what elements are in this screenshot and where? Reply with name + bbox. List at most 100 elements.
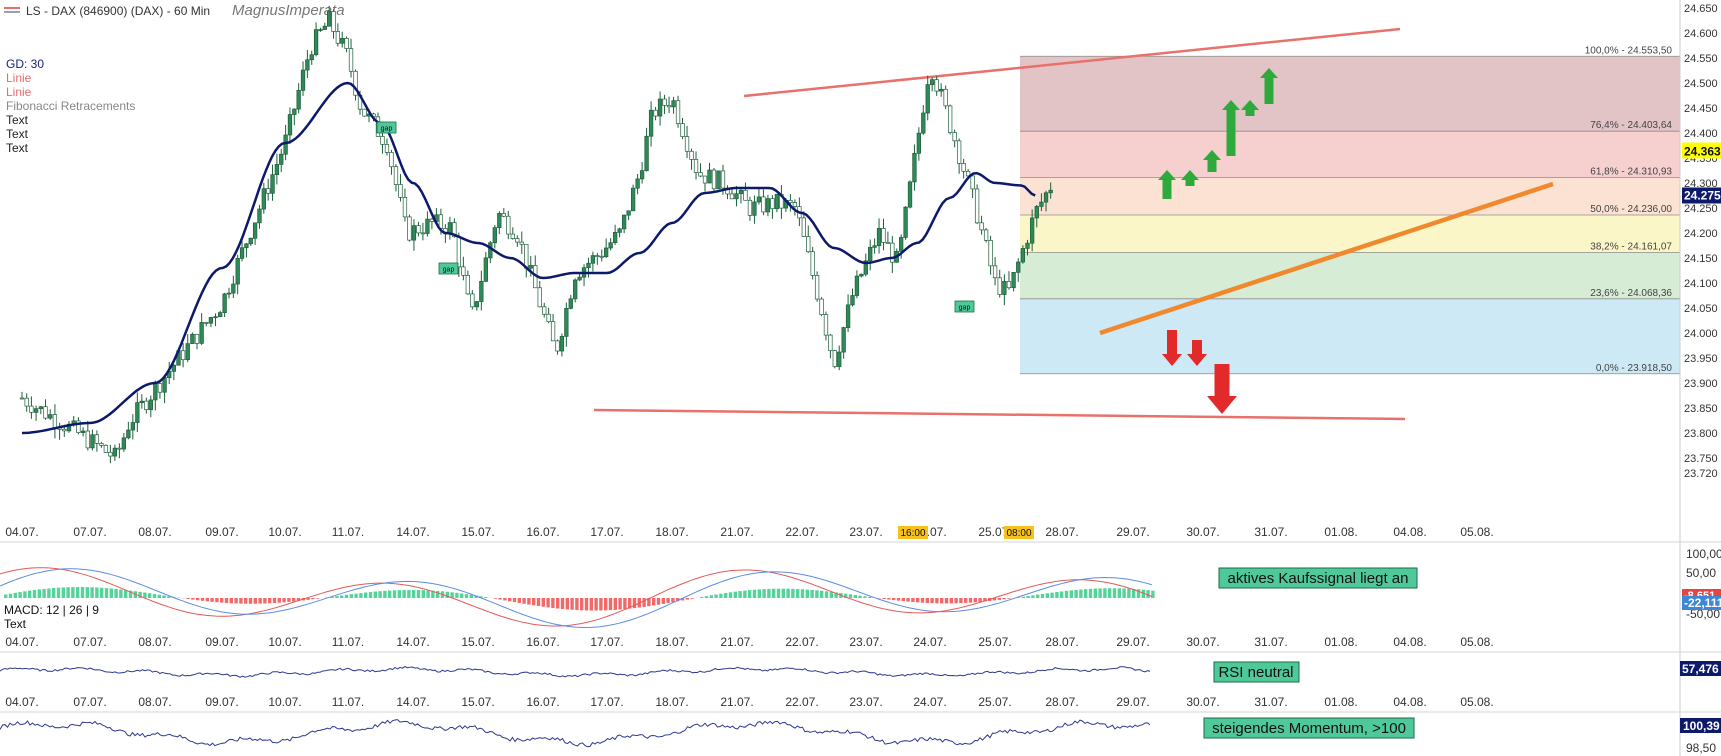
macd-value-badge-2 <box>1682 596 1721 610</box>
macd-hist-bar <box>28 590 32 598</box>
candle-body <box>29 405 34 413</box>
candle-body <box>474 301 479 308</box>
candle-body <box>112 447 118 457</box>
macd-hist-bar <box>954 598 958 604</box>
candle-body <box>903 206 908 238</box>
macd-hist-bar <box>1151 590 1155 598</box>
up-arrow <box>1158 170 1176 199</box>
candle-body <box>747 199 753 216</box>
candle-body <box>702 175 708 184</box>
macd-hist-bar <box>906 598 910 602</box>
macd-hist-bar <box>167 596 171 598</box>
candle-body <box>24 397 29 407</box>
candle-body <box>1025 242 1030 249</box>
macd-hist-bar <box>714 594 718 598</box>
macd-hist-bar <box>421 590 425 598</box>
macd-hist-bar <box>493 598 497 599</box>
candle-body <box>411 225 417 241</box>
rsi-x-tick: 10.07. <box>268 695 301 709</box>
ma-value-badge <box>1682 187 1721 204</box>
macd-hist-bar <box>671 598 675 603</box>
price-y-tick: 24.650 <box>1684 3 1718 15</box>
macd-hist-bar <box>1136 589 1141 598</box>
candle-body <box>313 29 319 56</box>
macd-hist-bar <box>1031 595 1035 598</box>
candle-body <box>837 351 842 367</box>
macd-hist-bar <box>335 596 339 598</box>
candle-body <box>305 59 310 71</box>
candle-body <box>33 408 39 413</box>
candle-body <box>43 406 48 419</box>
candle-body <box>559 336 565 352</box>
macd-hist-bar <box>37 589 41 598</box>
candle-body <box>599 255 604 258</box>
candle-body <box>872 245 877 248</box>
candle-body <box>604 247 609 258</box>
macd-hist-bar <box>1026 595 1030 598</box>
candle-body <box>279 153 284 165</box>
macd-hist-bar <box>964 598 968 603</box>
fib-band-2 <box>1020 177 1680 215</box>
candle-body <box>965 170 971 177</box>
macd-hist-bar <box>215 598 219 603</box>
candle-body <box>283 134 288 155</box>
macd-hist-bar <box>848 594 853 598</box>
rsi-value-text: 57,476 <box>1682 662 1719 676</box>
candle-body <box>344 38 349 49</box>
macd-hist-bar <box>258 598 262 604</box>
macd-hist-bar <box>1002 598 1006 600</box>
candle-body <box>662 98 667 106</box>
candle-body <box>244 243 249 249</box>
macd-hist-bar <box>268 598 272 604</box>
macd-hist-bar <box>1021 596 1025 598</box>
candle-body <box>501 213 506 217</box>
legend-item-2: Linie <box>6 85 32 99</box>
price-x-tick: 07.07. <box>73 525 106 539</box>
macd-x-tick: 22.07. <box>785 635 818 649</box>
candle-body <box>380 136 385 145</box>
macd-hist-bar <box>719 593 723 598</box>
macd-hist-bar <box>210 598 214 602</box>
macd-hist-bar <box>306 598 310 600</box>
candle-body <box>930 79 935 85</box>
macd-hist-bar <box>162 595 166 598</box>
candle-body <box>934 79 939 92</box>
macd-hist-bar <box>551 598 555 608</box>
fib-band-4 <box>1020 252 1680 299</box>
macd-hist-bar <box>724 592 728 598</box>
macd-hist-bar <box>1055 592 1059 598</box>
macd-x-tick: 24.07. <box>913 635 946 649</box>
macd-hist-bar <box>1127 588 1131 598</box>
macd-hist-bar <box>944 598 949 604</box>
candle-body <box>479 280 484 302</box>
candle-body <box>218 312 223 318</box>
candle-body <box>743 189 748 201</box>
price-y-tick: 23.900 <box>1684 378 1718 390</box>
candle-body <box>863 260 868 275</box>
macd-hist-bar <box>676 598 680 602</box>
candle-body <box>248 237 253 245</box>
gap-label: gap <box>443 267 455 274</box>
candle-body <box>62 428 67 432</box>
legend-item-5: Text <box>6 127 29 141</box>
macd-hist-bar <box>244 598 248 604</box>
candle-body <box>157 383 163 393</box>
candle-body <box>331 11 336 32</box>
price-x-tick: 29.07. <box>1116 525 1149 539</box>
up-arrow <box>1203 150 1221 172</box>
macd-hist-bar <box>743 590 747 598</box>
candle-body <box>108 451 113 457</box>
macd-hist-bar <box>124 589 128 598</box>
rsi-x-tick: 24.07. <box>913 695 946 709</box>
candle-body <box>738 189 744 195</box>
rsi-x-tick: 18.07. <box>655 695 688 709</box>
session-marker-label: 16:00 <box>900 528 925 539</box>
rsi-signal-box <box>1213 661 1300 683</box>
candle-body <box>353 70 358 96</box>
candle-body <box>983 229 989 241</box>
fib-band-1 <box>1020 131 1680 178</box>
macd-hist-bar <box>316 598 320 599</box>
macd-hist-bar <box>1093 588 1097 598</box>
candle-body <box>261 188 266 210</box>
macd-hist-bar <box>138 591 142 598</box>
